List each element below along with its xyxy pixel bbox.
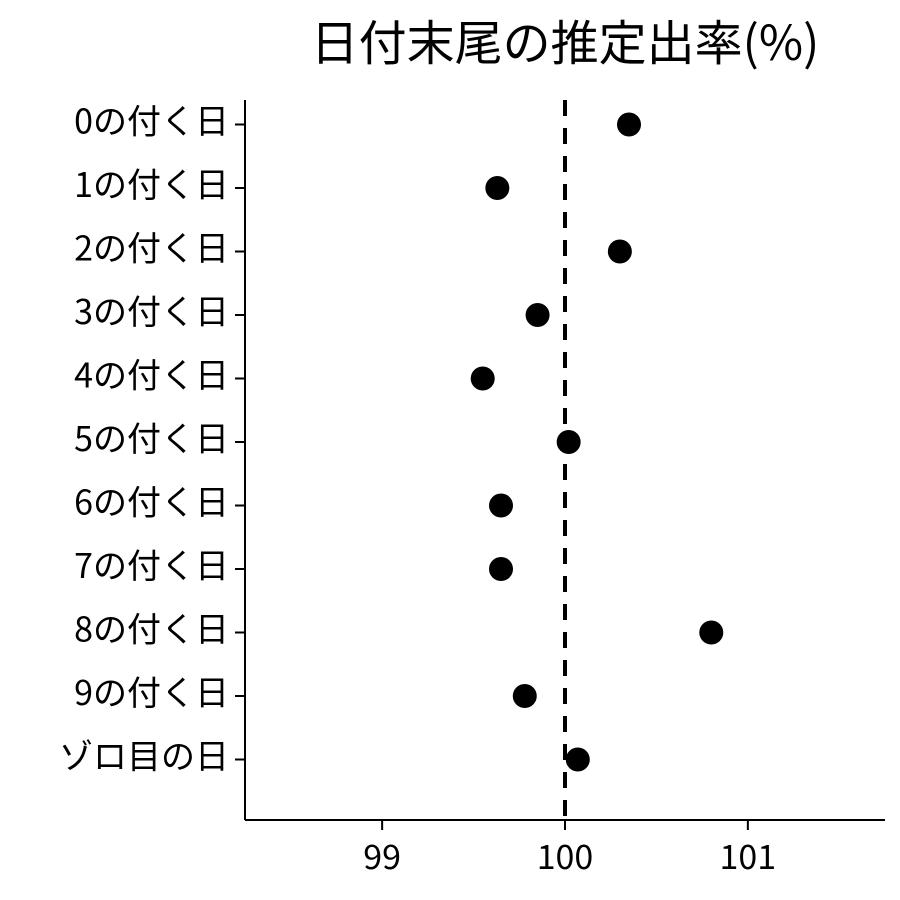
chart-title: 日付末尾の推定出率(%) — [311, 4, 820, 74]
data-point — [489, 494, 513, 518]
data-point — [485, 176, 509, 200]
y-tick-label: ゾロ目の日 — [59, 730, 229, 779]
y-tick-label: 2の付く日 — [74, 222, 229, 271]
x-tick-label: 101 — [720, 830, 777, 879]
data-point — [608, 240, 632, 264]
data-point — [699, 621, 723, 645]
y-tick-label: 5の付く日 — [74, 412, 229, 461]
y-tick-label: 9の付く日 — [74, 666, 229, 715]
x-tick-label: 100 — [537, 830, 594, 879]
y-tick-label: 3の付く日 — [74, 285, 229, 334]
data-point — [617, 113, 641, 137]
data-point — [489, 557, 513, 581]
y-tick-label: 6の付く日 — [74, 476, 229, 525]
y-tick-label: 0の付く日 — [74, 95, 229, 144]
data-point — [526, 303, 550, 327]
y-tick-label: 7の付く日 — [74, 539, 229, 588]
chart-container: 日付末尾の推定出率(%) 0の付く日 1の付く日 2の付く日 3の付く日 4の付く日 5の付… — [0, 0, 900, 900]
y-tick-label: 4の付く日 — [74, 349, 229, 398]
data-point — [557, 430, 581, 454]
chart-svg: 日付末尾の推定出率(%) 0の付く日 1の付く日 2の付く日 3の付く日 4の付く日 5の付… — [0, 0, 900, 900]
y-tick-label: 1の付く日 — [74, 158, 229, 207]
data-point — [566, 748, 590, 772]
data-point — [513, 684, 537, 708]
x-tick-label: 99 — [363, 830, 401, 879]
y-tick-label: 8の付く日 — [74, 603, 229, 652]
data-point — [471, 367, 495, 391]
